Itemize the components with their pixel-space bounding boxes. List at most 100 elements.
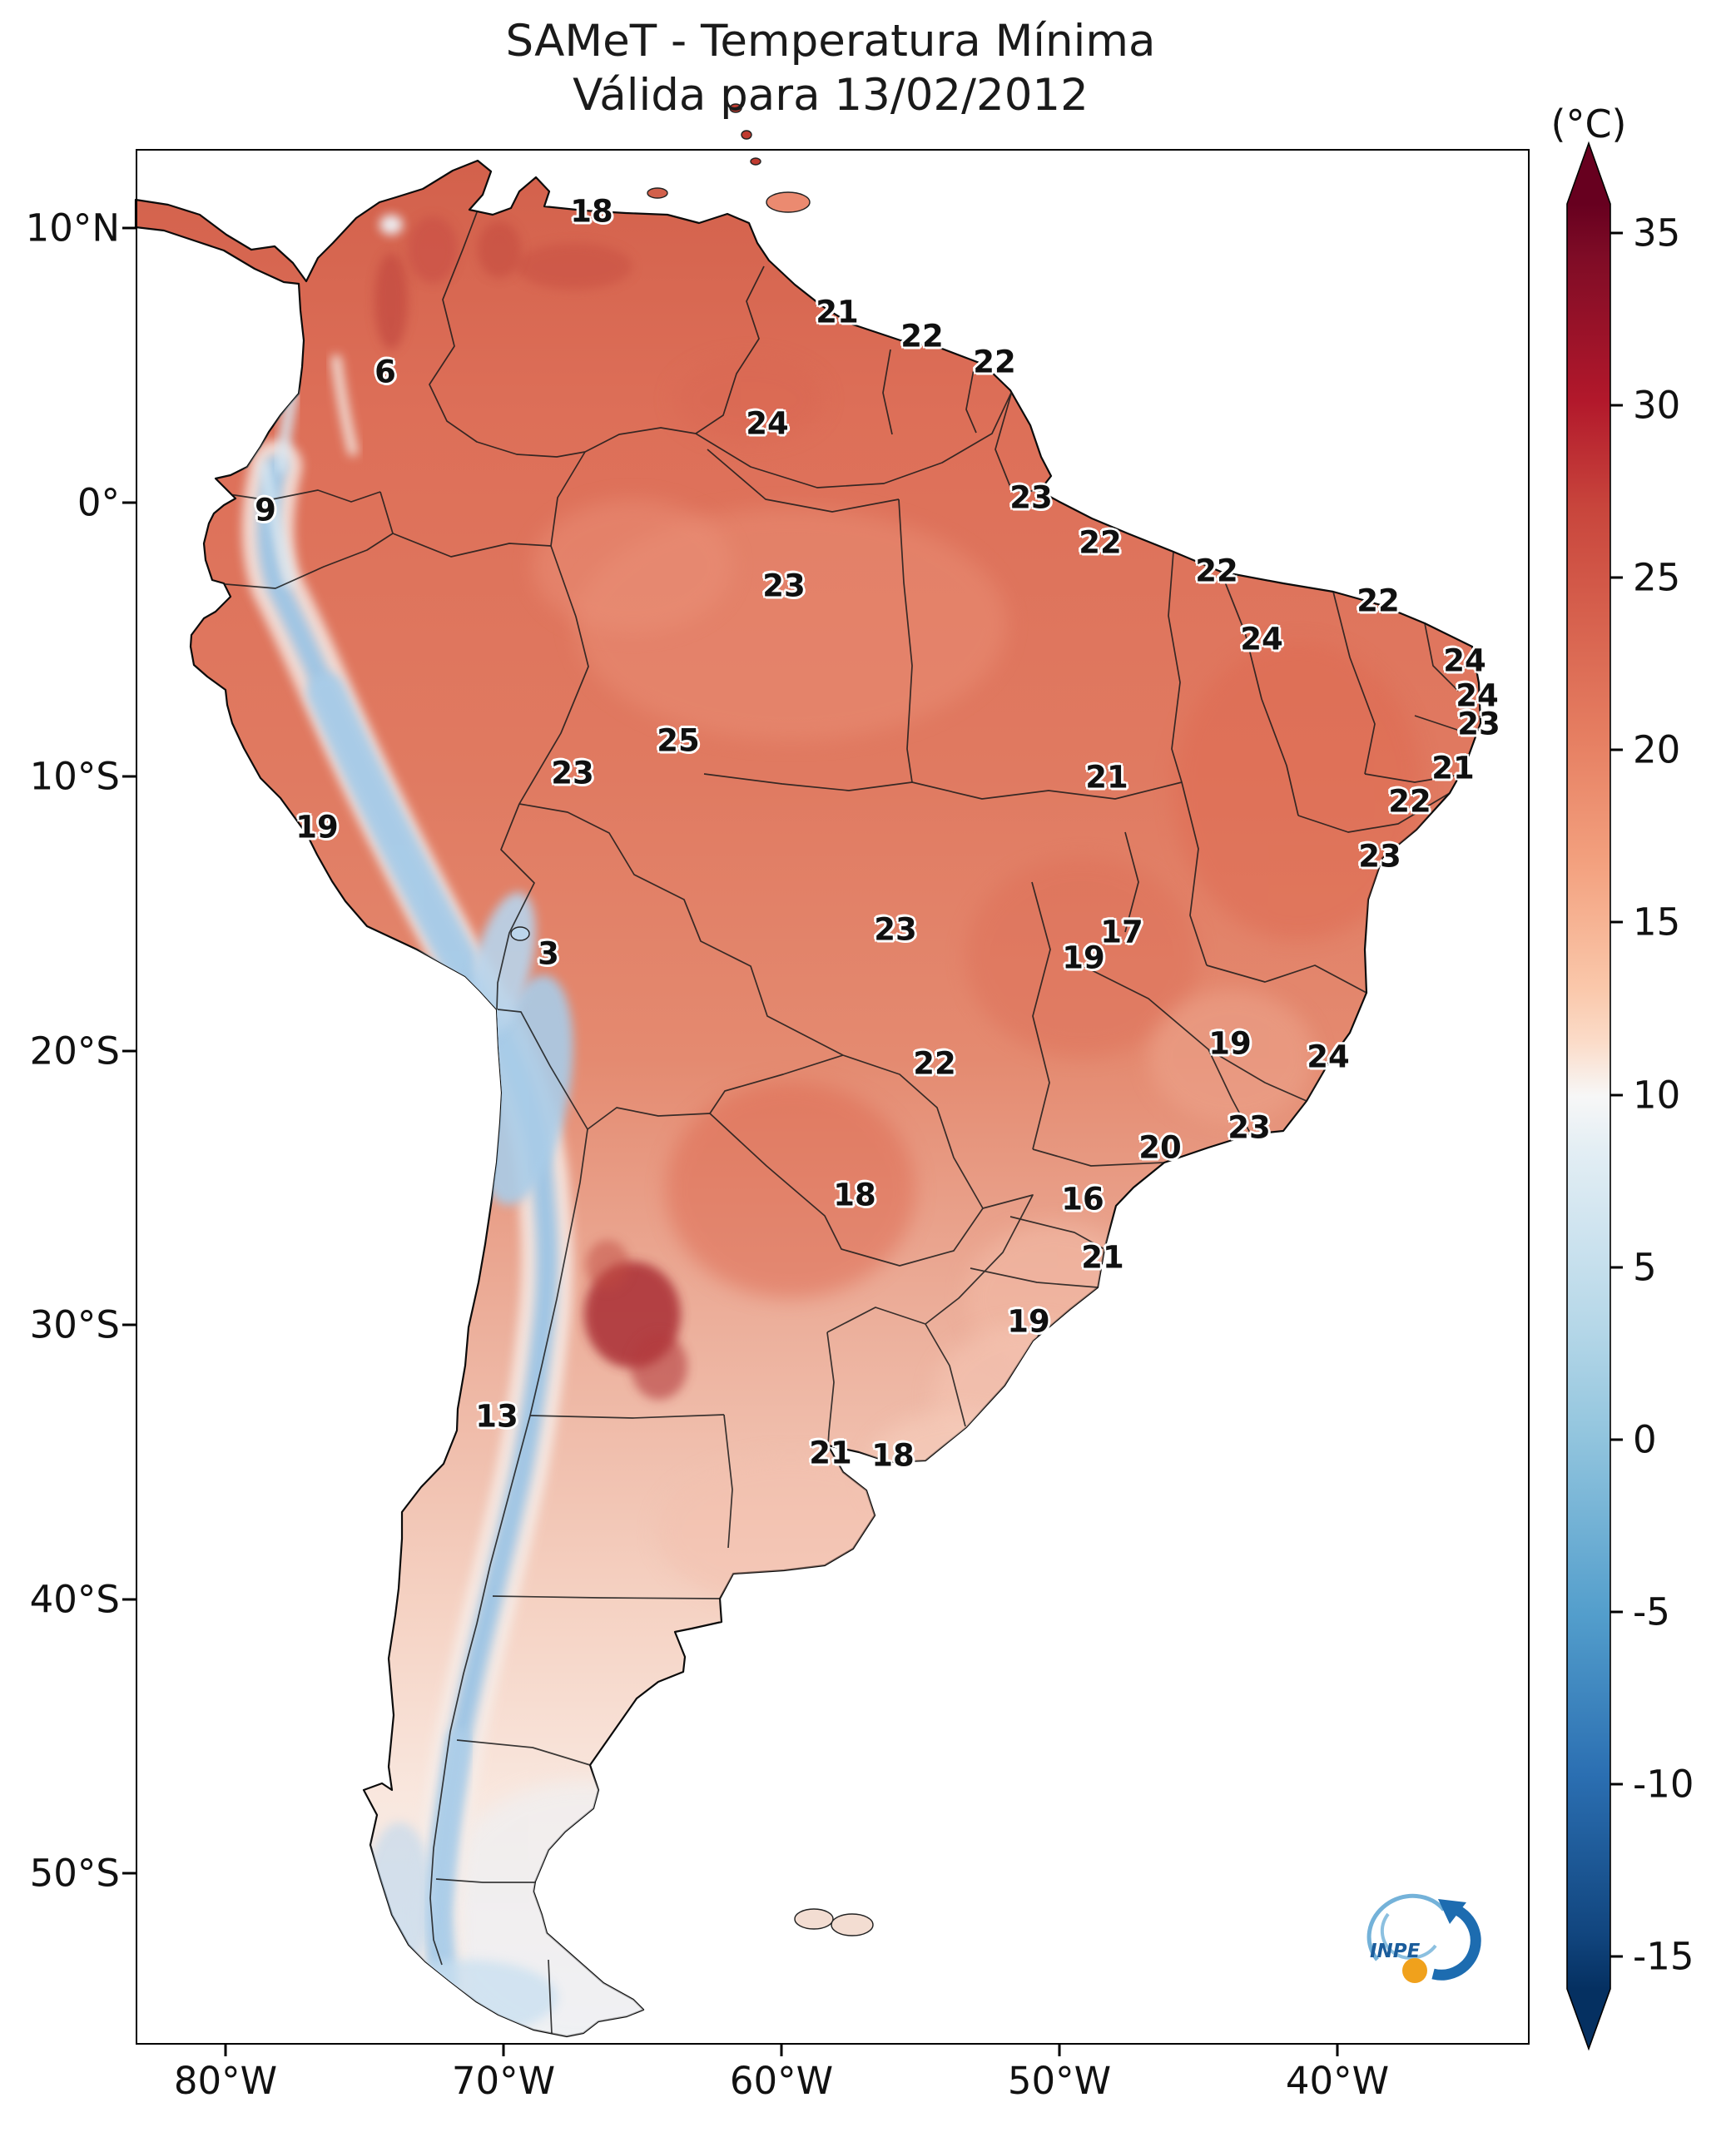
logo-arrowhead <box>1438 1899 1466 1924</box>
colorbar-tick-mark <box>1610 1955 1623 1958</box>
island-falkland-west <box>794 1908 834 1930</box>
temp-annotation: 21 <box>1085 759 1128 796</box>
temp-annotation: 24 <box>1456 677 1499 714</box>
colorbar-tick-mark <box>1610 1783 1623 1786</box>
temp-annotation: 24 <box>1443 642 1486 679</box>
inpe-logo: INPE <box>1366 1893 1481 1983</box>
island-antilles-1 <box>729 103 742 113</box>
colorbar-tick-mark <box>1610 231 1623 235</box>
temp-annotation: 19 <box>295 809 339 845</box>
temp-annotation: 18 <box>570 193 613 230</box>
lat-tick-label: 50°S <box>29 1851 120 1896</box>
colorbar-tick-mark <box>1610 1093 1623 1096</box>
temp-annotation: 13 <box>475 1398 518 1435</box>
logo-text: INPE <box>1370 1941 1421 1962</box>
lat-tick-mark <box>122 775 136 778</box>
temp-annotation: 21 <box>1081 1239 1124 1276</box>
logo-arrow <box>1431 1902 1481 1981</box>
lon-tick-label: 70°W <box>451 2059 556 2103</box>
map-title: SAMeT - Temperatura Mínima Válida para 1… <box>506 15 1156 122</box>
temp-annotation: 18 <box>871 1437 915 1474</box>
lon-tick-label: 50°W <box>1007 2059 1112 2103</box>
temp-annotation: 16 <box>1061 1181 1104 1217</box>
colorbar-gradient-bar <box>1566 141 1611 2051</box>
lon-tick-mark <box>224 2043 227 2056</box>
temp-annotation: 24 <box>746 405 789 442</box>
island-trinidad <box>766 191 811 213</box>
lat-tick-mark <box>122 226 136 230</box>
map-title-line1: SAMeT - Temperatura Mínima <box>505 16 1156 67</box>
colorbar-tick-label: 5 <box>1633 1245 1657 1290</box>
temp-annotation: 23 <box>1009 479 1053 516</box>
island-margarita <box>647 187 668 199</box>
temp-annotation: 19 <box>1062 940 1105 976</box>
political-borders <box>215 201 1466 2035</box>
colorbar-tick-label: 20 <box>1633 727 1681 772</box>
colorbar-tick-label: 0 <box>1633 1417 1657 1462</box>
colorbar-tick-label: 10 <box>1633 1073 1681 1117</box>
lat-tick-label: 10°N <box>25 206 120 250</box>
lat-tick-label: 0° <box>77 480 120 525</box>
colorbar-tick-label: 15 <box>1633 900 1681 945</box>
temp-annotation: 21 <box>1431 750 1475 786</box>
temp-annotation: 23 <box>762 568 806 604</box>
colorbar-tick-label: -10 <box>1633 1762 1694 1807</box>
lat-tick-label: 40°S <box>29 1577 120 1622</box>
lon-tick-label: 40°W <box>1285 2059 1390 2103</box>
temp-annotation: 22 <box>900 318 944 355</box>
colorbar-tick-mark <box>1610 1266 1623 1269</box>
temp-annotation: 9 <box>255 492 276 528</box>
temp-annotation: 18 <box>833 1177 876 1213</box>
temp-annotation: 25 <box>657 722 700 759</box>
temp-annotation: 22 <box>1079 524 1122 561</box>
temp-annotation: 22 <box>973 344 1016 380</box>
colorbar-tick-label: -15 <box>1633 1934 1694 1979</box>
colorbar-unit-label: (°C) <box>1550 102 1627 146</box>
map-title-line2: Válida para 13/02/2012 <box>573 69 1089 121</box>
colorbar-tick-label: -5 <box>1633 1589 1670 1634</box>
lat-tick-mark <box>122 1323 136 1326</box>
temp-annotation: 22 <box>1195 553 1238 589</box>
temp-annotation: 23 <box>1228 1109 1271 1146</box>
lon-tick-label: 60°W <box>729 2059 834 2103</box>
temp-annotation: 21 <box>816 294 859 330</box>
colorbar-tick-label: 35 <box>1633 211 1681 255</box>
island-falkland-east <box>831 1913 874 1936</box>
temp-annotation: 22 <box>1388 783 1431 820</box>
temp-annotation: 24 <box>1307 1039 1350 1075</box>
colorbar-tick-mark <box>1610 1610 1623 1614</box>
temp-annotation: 23 <box>1358 838 1401 875</box>
temp-annotation: 24 <box>1240 621 1283 657</box>
colorbar <box>1566 141 1611 2051</box>
lat-tick-mark <box>122 1872 136 1875</box>
temp-annotation: 6 <box>374 354 396 390</box>
temp-annotation: 22 <box>1357 583 1400 619</box>
temp-annotation: 19 <box>1007 1303 1050 1340</box>
temp-annotation: 23 <box>1457 706 1500 742</box>
colorbar-tick-mark <box>1610 404 1623 407</box>
lon-tick-mark <box>502 2043 505 2056</box>
lon-tick-mark <box>1336 2043 1339 2056</box>
lat-tick-label: 20°S <box>29 1029 120 1074</box>
colorbar-tick-mark <box>1610 576 1623 579</box>
colorbar-tick-mark <box>1610 748 1623 751</box>
logo-orange-dot <box>1402 1958 1427 1983</box>
island-antilles-2 <box>741 130 752 140</box>
lat-tick-label: 30°S <box>29 1302 120 1347</box>
temp-annotation: 20 <box>1138 1129 1182 1166</box>
islands-and-lakes <box>510 103 874 1936</box>
temp-annotation: 21 <box>809 1435 852 1471</box>
temp-annotation: 3 <box>538 935 559 972</box>
colorbar-tick-mark <box>1610 920 1623 924</box>
lon-tick-mark <box>1058 2043 1061 2056</box>
colorbar-tick-label: 25 <box>1633 555 1681 600</box>
lon-tick-mark <box>780 2043 783 2056</box>
colorbar-tick-label: 30 <box>1633 383 1681 428</box>
lake-titicaca <box>510 926 530 941</box>
lat-tick-mark <box>122 1049 136 1053</box>
lon-tick-label: 80°W <box>173 2059 278 2103</box>
temp-annotation: 23 <box>551 755 594 791</box>
lat-tick-mark <box>122 501 136 504</box>
